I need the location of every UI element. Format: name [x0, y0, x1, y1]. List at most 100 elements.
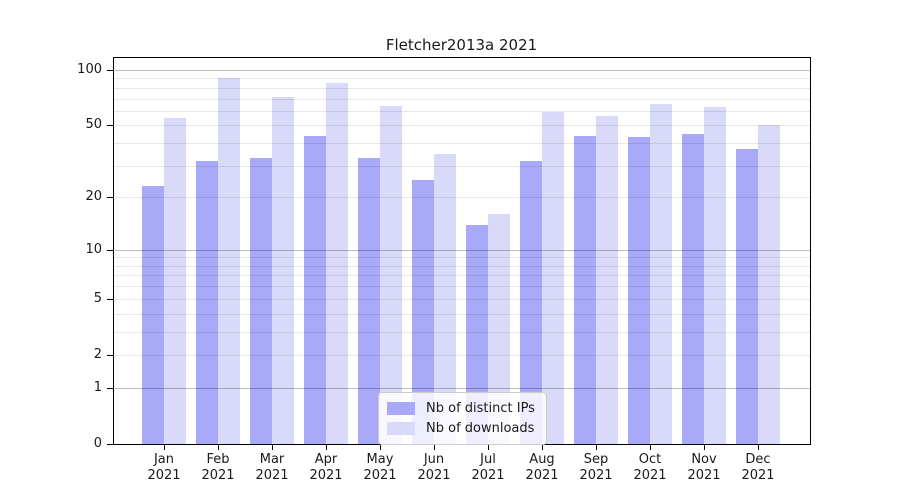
y-tick-label-100: 100 — [77, 62, 102, 77]
x-tick-year: 2021 — [255, 468, 289, 483]
y-tick-label-5: 5 — [93, 291, 102, 306]
x-tick-label-mar: Mar 2021 — [242, 452, 302, 484]
gridline-minor-2 — [113, 354, 810, 356]
gridline-minor-8 — [113, 265, 810, 267]
y-tick-10 — [107, 250, 113, 251]
x-tick-year: 2021 — [741, 468, 775, 483]
x-tick-year: 2021 — [633, 468, 667, 483]
bar-downloads-dec — [758, 125, 780, 444]
x-tick-year: 2021 — [471, 468, 505, 483]
y-tick-label-1: 1 — [93, 380, 102, 395]
legend-label-downloads: Nb of downloads — [426, 420, 535, 436]
bar-distinct-ips-oct — [628, 137, 650, 444]
gridline-major-100 — [113, 70, 810, 71]
x-tick-may — [380, 445, 381, 450]
gridline-minor-40 — [113, 143, 810, 145]
gridline-minor-7 — [113, 275, 810, 277]
x-tick-label-jan: Jan 2021 — [134, 452, 194, 484]
gridline-minor-50 — [113, 125, 810, 127]
x-tick-year: 2021 — [147, 468, 181, 483]
y-tick-100 — [107, 70, 113, 71]
bar-downloads-sep — [596, 116, 618, 444]
bar-downloads-feb — [218, 78, 240, 444]
chart-title: Fletcher2013a 2021 — [385, 36, 538, 54]
x-tick-month: Oct — [638, 452, 662, 467]
bar-distinct-ips-apr — [304, 135, 326, 444]
y-tick-label-0: 0 — [93, 436, 102, 451]
bar-distinct-ips-dec — [736, 149, 758, 444]
y-tick-label-50: 50 — [85, 117, 102, 132]
x-tick-apr — [326, 445, 327, 450]
gridline-minor-5 — [113, 298, 810, 300]
x-tick-month: Mar — [259, 452, 285, 467]
x-tick-label-feb: Feb 2021 — [188, 452, 248, 484]
bar-distinct-ips-aug — [520, 160, 542, 444]
bar-distinct-ips-jan — [142, 186, 164, 444]
x-tick-oct — [650, 445, 651, 450]
y-tick-50 — [107, 125, 113, 126]
x-tick-dec — [758, 445, 759, 450]
gridline-minor-80 — [113, 87, 810, 89]
x-tick-sep — [596, 445, 597, 450]
x-tick-month: May — [366, 452, 394, 467]
y-tick-2 — [107, 355, 113, 356]
y-tick-label-10: 10 — [85, 242, 102, 257]
gridline-minor-90 — [113, 78, 810, 80]
bar-distinct-ips-jul — [466, 224, 488, 444]
gridline-minor-3 — [113, 331, 810, 333]
x-tick-aug — [542, 445, 543, 450]
gridline-minor-70 — [113, 98, 810, 100]
gridline-major-10 — [113, 249, 810, 251]
gridline-major-1 — [113, 387, 810, 389]
y-tick-label-20: 20 — [85, 189, 102, 204]
x-tick-label-apr: Apr 2021 — [296, 452, 356, 484]
x-tick-jul — [488, 445, 489, 450]
legend-swatch-distinct-ips-icon — [387, 401, 415, 415]
x-tick-year: 2021 — [417, 468, 451, 483]
bar-downloads-may — [380, 105, 402, 444]
gridline-minor-9 — [113, 257, 810, 259]
x-tick-nov — [704, 445, 705, 450]
y-tick-1 — [107, 388, 113, 389]
bar-distinct-ips-may — [358, 158, 380, 444]
x-tick-year: 2021 — [309, 468, 343, 483]
x-tick-month: Jul — [480, 452, 496, 467]
y-tick-5 — [107, 299, 113, 300]
bar-distinct-ips-sep — [574, 135, 596, 444]
gridline-minor-60 — [113, 110, 810, 112]
x-tick-label-aug: Aug 2021 — [512, 452, 572, 484]
x-tick-month: Nov — [691, 452, 717, 467]
gridline-minor-30 — [113, 165, 810, 167]
bar-downloads-apr — [326, 83, 348, 444]
legend: Nb of distinct IPs Nb of downloads — [378, 392, 547, 445]
x-tick-year: 2021 — [201, 468, 235, 483]
legend-swatch-downloads-icon — [387, 421, 415, 435]
axis-spine-top — [113, 57, 811, 58]
x-tick-year: 2021 — [525, 468, 559, 483]
x-tick-year: 2021 — [579, 468, 613, 483]
legend-entry-distinct-ips: Nb of distinct IPs — [387, 398, 537, 418]
x-tick-month: Sep — [583, 452, 609, 467]
x-tick-month: Apr — [314, 452, 338, 467]
bar-distinct-ips-nov — [682, 133, 704, 444]
y-tick-label-2: 2 — [93, 347, 102, 362]
bar-downloads-mar — [272, 97, 294, 444]
bar-distinct-ips-feb — [196, 160, 218, 444]
gridline-minor-4 — [113, 313, 810, 315]
x-tick-mar — [272, 445, 273, 450]
bar-downloads-jul — [488, 214, 510, 444]
x-tick-month: Aug — [529, 452, 555, 467]
gridline-minor-6 — [113, 286, 810, 288]
x-tick-label-may: May 2021 — [350, 452, 410, 484]
x-tick-label-dec: Dec 2021 — [728, 452, 788, 484]
x-tick-jun — [434, 445, 435, 450]
x-tick-label-sep: Sep 2021 — [566, 452, 626, 484]
x-tick-label-jul: Jul 2021 — [458, 452, 518, 484]
y-tick-0 — [107, 444, 113, 445]
x-tick-year: 2021 — [687, 468, 721, 483]
legend-label-distinct-ips: Nb of distinct IPs — [426, 400, 535, 416]
y-tick-20 — [107, 197, 113, 198]
bar-downloads-aug — [542, 112, 564, 444]
plot-area — [113, 57, 810, 444]
